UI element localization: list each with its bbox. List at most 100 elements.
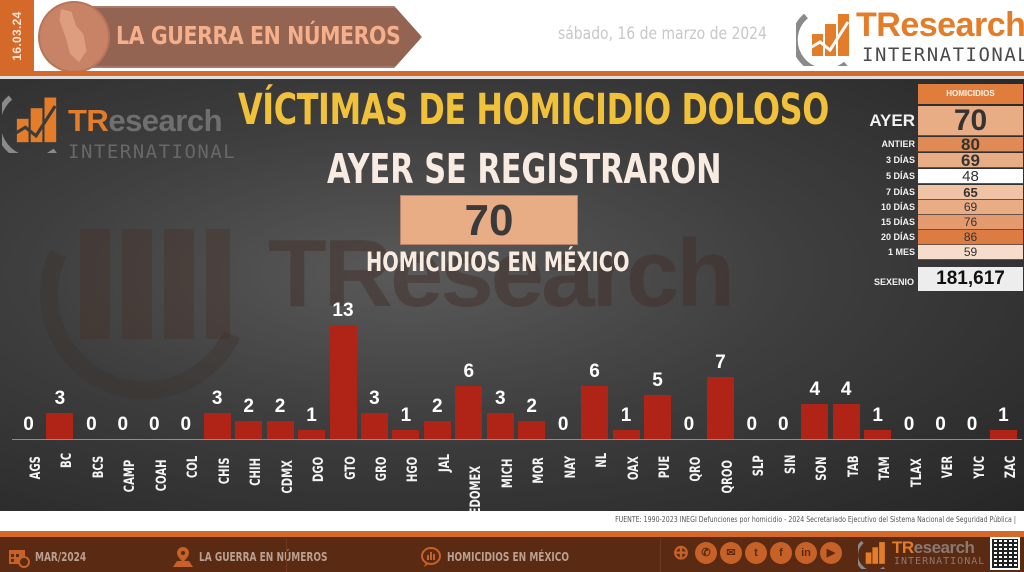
bar-column: 6 NL bbox=[579, 79, 610, 511]
bar-value-label: 0 bbox=[23, 414, 34, 435]
summary-row-value: 70 bbox=[918, 106, 1023, 136]
twitter-icon[interactable]: t bbox=[745, 542, 767, 564]
bar-column: 3 MICH bbox=[485, 79, 516, 511]
bar-column: 1 DGO bbox=[296, 79, 327, 511]
state-label: TAM bbox=[877, 456, 894, 481]
chart-title: VÍCTIMAS DE HOMICIDIO DOLOSO bbox=[238, 85, 829, 135]
bar bbox=[360, 412, 388, 439]
header-rule bbox=[0, 71, 1024, 79]
chart-baseline bbox=[12, 439, 1022, 440]
bar-value-label: 1 bbox=[872, 405, 883, 427]
logo-tr: TR bbox=[892, 538, 914, 557]
footer-item-homicidios[interactable]: HOMICIDIOS EN MÉXICO bbox=[420, 546, 610, 568]
bar-value-label: 0 bbox=[903, 414, 915, 435]
logo-rest: esearch bbox=[108, 103, 223, 138]
main-panel: TResearch TResearch INTERNATIONAL VÍCTIM… bbox=[0, 79, 1024, 511]
state-label: NL bbox=[594, 452, 611, 468]
bar bbox=[329, 324, 357, 439]
main-logo: TResearch INTERNATIONAL bbox=[2, 91, 235, 163]
state-label: CAMP bbox=[122, 459, 139, 493]
summary-row-label: 1 MES bbox=[887, 247, 915, 257]
bar-column: 3 BC bbox=[44, 79, 75, 511]
logo-rest: esearch bbox=[913, 538, 975, 557]
bar-value-label: 3 bbox=[54, 387, 66, 409]
bar-column: 0 QRO bbox=[673, 79, 705, 511]
summary-row: ANTIER 80 bbox=[853, 136, 1023, 153]
bar-column: 2 CHIH bbox=[233, 79, 264, 511]
date-strip: 16.03.24 bbox=[0, 0, 34, 72]
header: 16.03.24 LA GUERRA EN NÚMEROS sábado, 16… bbox=[0, 0, 1024, 79]
phone-icon[interactable]: ✆ bbox=[695, 542, 717, 564]
state-label: SIN bbox=[782, 454, 799, 475]
summary-row: AYER 70 bbox=[853, 106, 1023, 136]
summary-row-label: 20 DÍAS bbox=[880, 232, 915, 242]
state-label: COL bbox=[185, 455, 202, 479]
bar bbox=[864, 430, 892, 439]
facebook-icon[interactable]: f bbox=[770, 542, 792, 564]
bar-column: 0 SLP bbox=[736, 79, 768, 511]
summary-row-value: 65 bbox=[918, 185, 1023, 200]
state-label: CHIS bbox=[216, 457, 233, 485]
summary-row-label: 10 DÍAS bbox=[880, 202, 915, 212]
state-label: NAY bbox=[562, 455, 579, 479]
bar-column: 2 MOR bbox=[516, 79, 547, 511]
summary-row-label: 15 DÍAS bbox=[880, 217, 915, 227]
bar-column: 5 PUE bbox=[642, 79, 673, 511]
state-label: GRO bbox=[373, 456, 390, 482]
bar-value-label: 0 bbox=[117, 414, 129, 435]
bar-value-label: 0 bbox=[557, 414, 569, 435]
qr-code[interactable] bbox=[990, 537, 1020, 570]
globe-icon[interactable]: ⊕ bbox=[672, 542, 690, 564]
logo-mark-icon bbox=[858, 540, 886, 569]
linkedin-icon[interactable]: in bbox=[795, 542, 817, 564]
footer-divider bbox=[660, 539, 661, 572]
bar-column: 2 CDMX bbox=[265, 79, 296, 511]
bar bbox=[832, 403, 860, 439]
bar-value-label: 3 bbox=[211, 387, 223, 409]
bar-value-label: 6 bbox=[589, 361, 600, 383]
summary-row: 3 DÍAS 69 bbox=[853, 152, 1023, 169]
chat-chart-icon bbox=[421, 547, 441, 567]
summary-row: 10 DÍAS 69 bbox=[853, 200, 1023, 215]
summary-row-value: 69 bbox=[918, 200, 1023, 215]
youtube-icon[interactable]: ▶ bbox=[820, 542, 842, 564]
state-label: EDOMEX bbox=[468, 465, 485, 511]
summary-row-label: ANTIER bbox=[881, 139, 916, 149]
source-bar: FUENTE: 1990-2023 INEGI Defunciones por … bbox=[0, 511, 1024, 529]
bar-value-label: 0 bbox=[180, 414, 192, 435]
bar-chart: 0 AGS 3 BC 0 BCS 0 CAMP 0 COAH 0 COL 3 CHIS 2 CHIH 2 CDMX… bbox=[0, 79, 1024, 511]
bar-column: 0 SIN bbox=[768, 79, 799, 511]
footer-item-guerra[interactable]: LA GUERRA EN NÚMEROS bbox=[172, 546, 370, 568]
bar bbox=[989, 430, 1017, 439]
footer-item-date[interactable]: MAR/2024 bbox=[8, 546, 103, 568]
logo-mark-icon bbox=[2, 95, 57, 153]
bar bbox=[612, 430, 640, 439]
state-label: YUC bbox=[971, 455, 988, 479]
state-label: VER bbox=[940, 455, 957, 479]
mail-icon[interactable]: ✉ bbox=[720, 542, 742, 564]
bar-column: 0 TLAX bbox=[894, 79, 925, 511]
state-label: PUE bbox=[657, 455, 673, 479]
bar-value-label: 1 bbox=[306, 405, 317, 427]
bar bbox=[203, 412, 231, 439]
logo-subtitle: INTERNATIONAL bbox=[68, 141, 237, 163]
bar-value-label: 6 bbox=[463, 361, 475, 383]
bar bbox=[581, 386, 609, 439]
logo-mark-icon bbox=[796, 13, 850, 66]
bar-column: 3 GRO bbox=[359, 79, 390, 511]
footer-logo[interactable]: TResearch INTERNATIONAL bbox=[858, 538, 984, 571]
bar-column: 7 QROO bbox=[705, 79, 736, 511]
subtitle: AYER SE REGISTRARON bbox=[327, 145, 722, 193]
bar-value-label: 13 bbox=[332, 299, 354, 321]
state-label: DGO bbox=[311, 456, 328, 483]
bar-value-label: 2 bbox=[432, 396, 443, 418]
bar-column: 0 COAH bbox=[139, 79, 170, 511]
map-pin-icon bbox=[173, 547, 193, 567]
summary-row-value: 80 bbox=[918, 136, 1023, 153]
bar-value-label: 2 bbox=[526, 396, 537, 418]
state-label: TAB bbox=[845, 455, 862, 477]
bar-column: 0 CAMP bbox=[107, 79, 139, 511]
bar bbox=[298, 430, 326, 439]
bar-column: 0 AGS bbox=[13, 79, 44, 511]
header-logo[interactable]: TResearch INTERNATIONAL bbox=[796, 6, 1024, 68]
